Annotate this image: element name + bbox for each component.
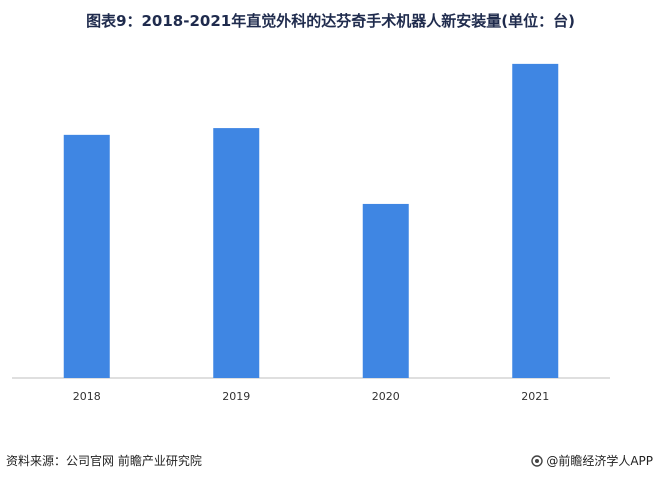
- bar-2019: [213, 128, 260, 378]
- bar-2020: [362, 203, 409, 378]
- chart-title: 图表9：2018-2021年直觉外科的达芬奇手术机器人新安装量(单位：台): [86, 12, 575, 30]
- x-tick-label-2020: 2020: [372, 390, 400, 403]
- bar-2021: [512, 63, 559, 379]
- x-tick-label-2018: 2018: [73, 390, 101, 403]
- x-tick-label-2021: 2021: [521, 390, 549, 403]
- brand-logo-icon: [531, 454, 544, 467]
- brand-label: @前瞻经济学人APP: [546, 454, 653, 468]
- bar-2018: [63, 134, 110, 378]
- source-note: 资料来源：公司官网 前瞻产业研究院: [6, 454, 202, 468]
- x-tick-label-2019: 2019: [222, 390, 250, 403]
- footer-brand: @前瞻经济学人APP: [531, 452, 653, 469]
